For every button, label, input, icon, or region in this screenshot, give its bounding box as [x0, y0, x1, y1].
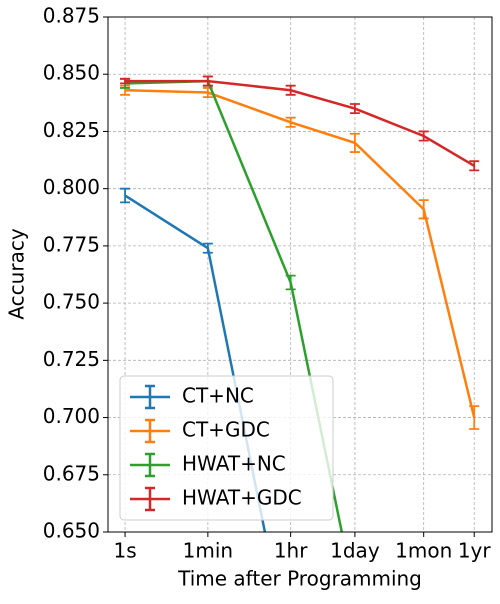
series-line — [125, 88, 476, 418]
x-tick-label: 1mon — [395, 539, 452, 563]
x-tick-label: 1yr — [458, 539, 492, 563]
legend-label: HWAT+GDC — [182, 486, 302, 510]
error-bar — [120, 77, 131, 85]
legend-label: CT+NC — [182, 384, 254, 408]
x-tick-label: 1min — [183, 539, 233, 563]
error-bar — [202, 75, 213, 87]
legend: CT+NC CT+GDC HWAT+NC HWAT+GDC — [119, 375, 334, 521]
x-axis-label: Time after Programming — [177, 567, 422, 591]
axes-frame — [107, 16, 493, 533]
error-bar — [120, 187, 131, 204]
error-bar — [285, 116, 296, 128]
y-tick-label: 0.775 — [43, 232, 100, 256]
error-bar — [349, 132, 360, 153]
legend-swatch — [130, 418, 170, 444]
y-tick-label: 0.825 — [43, 118, 100, 142]
legend-swatch — [130, 486, 170, 512]
plot-area — [120, 75, 480, 600]
legend-label: CT+GDC — [182, 418, 270, 442]
y-axis-label: Accuracy — [5, 228, 29, 319]
x-tick-label: 1s — [113, 539, 136, 563]
y-tick-label: 0.650 — [43, 519, 100, 543]
x-tick-label: 1hr — [274, 539, 308, 563]
error-bar — [418, 199, 429, 220]
error-bar — [469, 405, 480, 430]
error-bar — [285, 84, 296, 96]
error-bar — [418, 130, 429, 142]
axes: 0.650 0.675 0.700 0.725 0.750 0.775 0.800 0.825… — [43, 4, 492, 563]
legend-swatch — [130, 384, 170, 410]
y-tick-label: 0.675 — [43, 461, 100, 485]
y-tick-label: 0.875 — [43, 4, 100, 28]
error-bar — [285, 274, 296, 291]
error-bar — [349, 103, 360, 115]
x-tick-label: 1day — [330, 539, 380, 563]
y-tick-label: 0.800 — [43, 175, 100, 199]
legend-swatch — [130, 452, 170, 478]
y-tick-label: 0.850 — [43, 61, 100, 85]
error-bar — [202, 242, 213, 254]
error-bar — [350, 589, 360, 600]
error-bar — [469, 160, 480, 172]
legend-box — [119, 375, 334, 521]
series-line — [125, 79, 475, 167]
y-tick-label: 0.700 — [43, 404, 100, 428]
y-tick-label: 0.725 — [43, 347, 100, 371]
y-tick-label: 0.750 — [43, 290, 100, 314]
legend-label: HWAT+NC — [182, 452, 286, 476]
